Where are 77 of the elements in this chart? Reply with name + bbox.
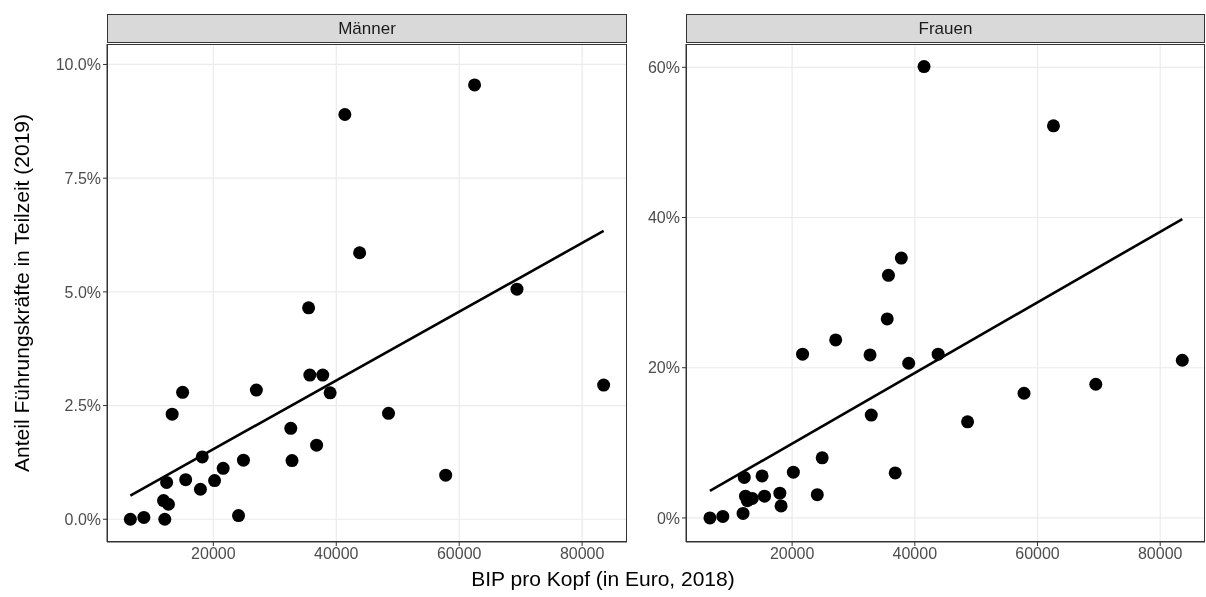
point bbox=[829, 333, 843, 347]
point bbox=[703, 511, 717, 525]
point bbox=[815, 451, 829, 465]
point bbox=[786, 465, 800, 479]
y-tick-label: 5.0% bbox=[64, 283, 101, 301]
x-tick-label: 60000 bbox=[1015, 545, 1060, 563]
x-tick-label: 20000 bbox=[191, 545, 236, 563]
y-tick-label: 0.0% bbox=[64, 510, 101, 528]
point bbox=[249, 383, 263, 397]
point bbox=[323, 386, 337, 400]
point bbox=[468, 78, 482, 92]
x-tick-label: 80000 bbox=[1137, 545, 1183, 563]
point bbox=[796, 347, 810, 361]
point bbox=[917, 60, 931, 74]
y-tick-label: 0% bbox=[656, 509, 680, 527]
x-tick-label: 80000 bbox=[559, 545, 605, 563]
point bbox=[774, 499, 788, 513]
point bbox=[216, 461, 230, 475]
point bbox=[736, 506, 750, 520]
point bbox=[758, 489, 772, 503]
y-tick-label: 60% bbox=[647, 58, 680, 76]
x-tick-label: 60000 bbox=[436, 545, 482, 563]
point bbox=[1046, 119, 1060, 133]
x-axis-title: BIP pro Kopf (in Euro, 2018) bbox=[470, 566, 736, 592]
point bbox=[179, 473, 193, 487]
point bbox=[158, 512, 172, 526]
x-tick-label: 20000 bbox=[769, 545, 815, 563]
point bbox=[864, 408, 878, 422]
point bbox=[510, 282, 524, 296]
chart-title: Männer bbox=[107, 14, 627, 43]
point bbox=[316, 368, 330, 382]
point bbox=[1089, 377, 1103, 391]
point bbox=[1017, 386, 1031, 400]
point bbox=[439, 468, 453, 482]
point bbox=[961, 415, 975, 429]
point bbox=[310, 438, 324, 452]
point bbox=[382, 406, 396, 420]
point bbox=[137, 510, 151, 524]
point bbox=[160, 475, 174, 489]
chart-title: Frauen bbox=[686, 14, 1205, 43]
point bbox=[165, 407, 179, 421]
point bbox=[195, 450, 209, 464]
y-tick-label: 2.5% bbox=[64, 397, 101, 415]
point bbox=[338, 107, 352, 121]
point bbox=[863, 348, 877, 362]
point bbox=[894, 251, 908, 265]
point bbox=[881, 268, 895, 282]
point bbox=[1175, 353, 1189, 367]
point bbox=[303, 368, 317, 382]
y-axis-title: Anteil Führungskräfte in Teilzeit (2019) bbox=[9, 113, 34, 474]
y-tick-label: 40% bbox=[647, 209, 680, 227]
point bbox=[284, 421, 298, 435]
point bbox=[176, 385, 190, 399]
point bbox=[161, 497, 175, 511]
point bbox=[737, 470, 751, 484]
point bbox=[888, 466, 902, 480]
point bbox=[285, 454, 299, 468]
point bbox=[232, 509, 246, 523]
y-tick-label: 10.0% bbox=[55, 56, 101, 74]
y-tick-label: 20% bbox=[647, 359, 680, 377]
x-tick-label: 40000 bbox=[314, 545, 359, 563]
point bbox=[208, 474, 222, 488]
point bbox=[773, 486, 787, 500]
point bbox=[123, 512, 137, 526]
point bbox=[302, 301, 316, 315]
point bbox=[597, 378, 611, 392]
point bbox=[931, 347, 945, 361]
point bbox=[880, 312, 894, 326]
x-tick-label: 40000 bbox=[892, 545, 938, 563]
point bbox=[353, 246, 367, 260]
point bbox=[716, 509, 730, 523]
y-tick-label: 7.5% bbox=[64, 169, 101, 187]
point bbox=[236, 453, 250, 467]
point bbox=[810, 488, 824, 502]
point bbox=[755, 469, 769, 483]
point bbox=[902, 356, 916, 370]
point bbox=[193, 482, 207, 496]
